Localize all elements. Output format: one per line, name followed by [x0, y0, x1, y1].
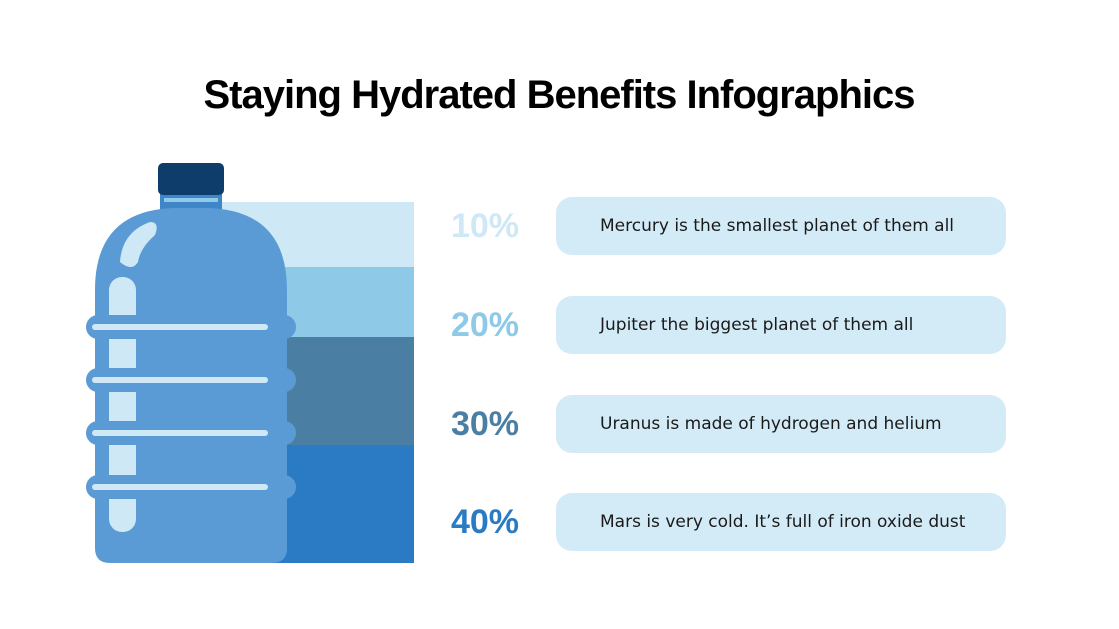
rib-lines: [92, 324, 268, 490]
bottle-neck-ring: [164, 198, 218, 202]
text-pill: [556, 395, 1006, 453]
percent: 20%: [451, 306, 519, 344]
bottle-stripe: [109, 277, 136, 532]
description: Mars is very cold. It’s full of iron oxi…: [600, 512, 966, 532]
bottle-cap: [158, 163, 224, 195]
percent: 40%: [451, 503, 519, 541]
text-pill: [556, 197, 1006, 255]
text-pill: [556, 296, 1006, 354]
bottle-highlight: [120, 222, 157, 267]
rows: 10% Mercury is the smallest planet of the…: [451, 197, 1006, 551]
description: Jupiter the biggest planet of them all: [599, 315, 913, 335]
title: Staying Hydrated Benefits Infographics: [203, 73, 914, 117]
percent: 10%: [451, 207, 519, 245]
description: Mercury is the smallest planet of them a…: [600, 216, 954, 236]
percent: 30%: [451, 405, 519, 443]
bottle: [86, 163, 296, 563]
text-pill: [556, 493, 1006, 551]
description: Uranus is made of hydrogen and helium: [600, 414, 942, 434]
